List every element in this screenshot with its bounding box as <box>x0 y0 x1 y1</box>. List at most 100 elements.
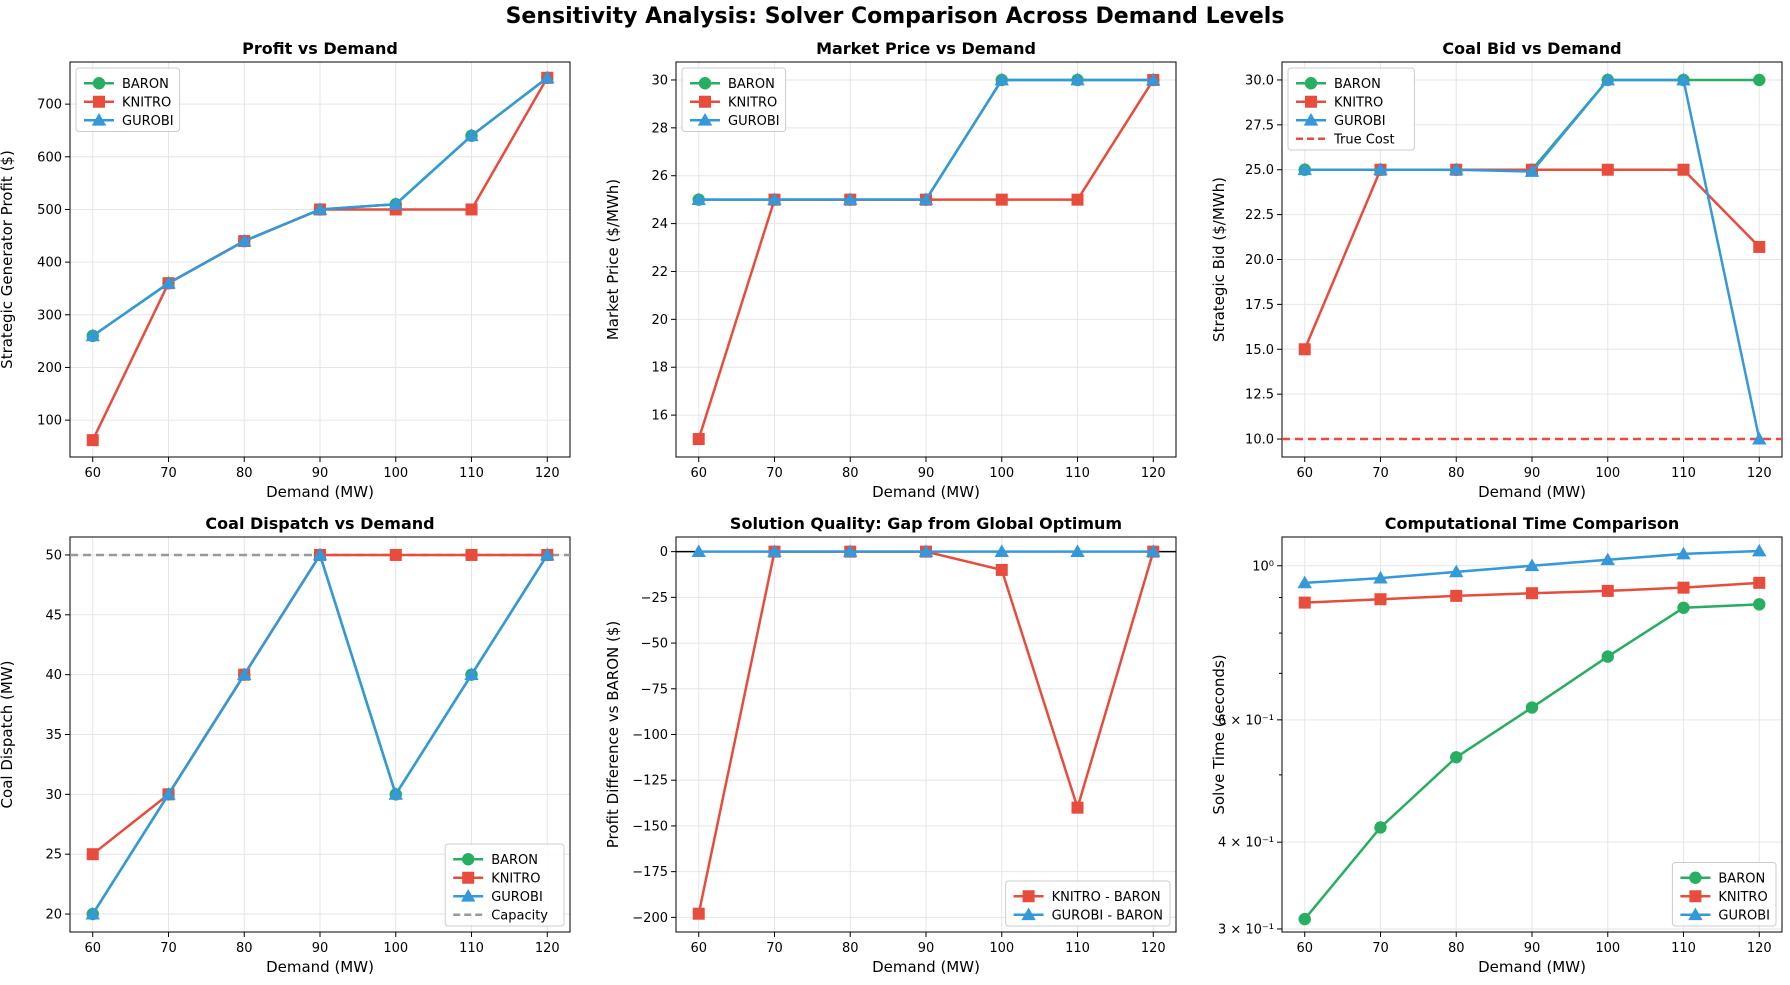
plot-area <box>85 70 555 447</box>
y-tick-label: 4 × 10⁻¹ <box>1218 836 1274 851</box>
y-tick-label: −75 <box>641 682 668 697</box>
y-tick-label: 28 <box>651 121 668 136</box>
y-tick-label: −175 <box>632 865 668 880</box>
y-tick-label: −100 <box>632 728 668 743</box>
legend-marker <box>1021 907 1036 921</box>
data-point-knitro <box>995 193 1008 206</box>
data-point-gurobi <box>540 547 555 561</box>
legend-label: Capacity <box>491 908 548 923</box>
x-axis-label: Demand (MW) <box>266 958 374 976</box>
data-point-gurobi <box>1524 164 1540 177</box>
plot-area <box>70 547 570 921</box>
data-point-gurobi-baron <box>767 544 782 558</box>
data-point-knitro-baron <box>1071 801 1084 814</box>
x-tick-label: 60 <box>1296 941 1313 956</box>
x-axis-label: Demand (MW) <box>872 483 980 501</box>
legend: KNITRO - BARON GUROBI - BARON <box>1005 880 1171 927</box>
y-tick-label: 22 <box>651 265 668 280</box>
x-tick-label: 60 <box>84 466 101 481</box>
data-point-gurobi <box>767 192 782 206</box>
x-axis-label: Demand (MW) <box>872 958 980 976</box>
data-point-gurobi <box>161 276 176 289</box>
data-point-baron <box>1450 751 1463 764</box>
legend-marker <box>462 871 475 884</box>
chart-panel-6: 60 70 80 90 100 110 120 3 × 10⁻¹ 4 × 10⁻¹ 6 × 10⁻… <box>1210 514 1783 976</box>
y-tick-label: 40 <box>45 668 62 683</box>
y-tick-label: 300 <box>37 308 62 323</box>
data-point-baron <box>1753 598 1766 611</box>
legend: BARON KNITRO GUROBI <box>1671 862 1777 927</box>
x-tick-label: 80 <box>1448 941 1465 956</box>
y-tick-label: −125 <box>632 774 668 789</box>
data-point-knitro <box>1526 587 1538 600</box>
y-tick-label: 30.0 <box>1245 73 1274 88</box>
data-point-knitro <box>465 548 478 561</box>
legend-marker <box>462 853 475 866</box>
data-point-gurobi <box>312 547 328 561</box>
data-point-knitro <box>465 203 478 216</box>
plot-area <box>1282 72 1782 445</box>
data-point-knitro-baron <box>692 907 705 920</box>
data-point-gurobi <box>1600 72 1615 86</box>
data-point-gurobi <box>1752 543 1767 557</box>
data-point-gurobi <box>540 70 555 84</box>
y-tick-label: 10.0 <box>1245 433 1274 448</box>
y-tick-label: 25.0 <box>1245 163 1274 178</box>
legend: BARON KNITRO GUROBI Capacity <box>444 843 565 927</box>
legend-label: KNITRO <box>491 871 540 886</box>
y-tick-label: 25 <box>45 848 62 863</box>
data-point-knitro <box>1753 240 1766 253</box>
legend-marker <box>92 77 106 90</box>
legend-marker <box>699 95 711 108</box>
data-point-gurobi <box>1676 546 1691 560</box>
data-point-gurobi <box>312 202 328 215</box>
data-point-baron <box>1525 701 1539 714</box>
data-point-knitro <box>1753 576 1766 589</box>
y-tick-label: 24 <box>651 217 668 232</box>
data-point-gurobi <box>1752 431 1767 445</box>
x-tick-label: 120 <box>1747 466 1772 481</box>
y-axis-label: Profit Difference vs BARON ($) <box>604 621 622 848</box>
data-point-gurobi <box>918 192 934 206</box>
x-tick-label: 70 <box>160 941 177 956</box>
x-tick-label: 100 <box>1595 466 1620 481</box>
data-point-knitro <box>1450 589 1463 602</box>
legend-marker <box>1689 871 1702 884</box>
data-point-gurobi <box>1449 564 1464 578</box>
legend-label: True Cost <box>1333 132 1395 147</box>
x-tick-label: 120 <box>535 941 560 956</box>
y-tick-label: 30 <box>45 788 62 803</box>
y-tick-label: 20 <box>651 313 668 328</box>
legend-marker <box>1022 890 1035 903</box>
x-tick-label: 70 <box>766 941 783 956</box>
x-tick-label: 80 <box>236 466 253 481</box>
x-tick-label: 120 <box>535 466 560 481</box>
data-point-gurobi <box>691 192 706 206</box>
data-point-gurobi <box>1373 570 1388 584</box>
y-tick-label: −25 <box>641 591 668 606</box>
data-point-gurobi <box>464 667 479 681</box>
data-point-knitro <box>1071 193 1084 206</box>
x-tick-label: 90 <box>918 941 935 956</box>
x-axis-label: Demand (MW) <box>1478 483 1586 501</box>
y-tick-label: 200 <box>37 361 62 376</box>
data-point-gurobi-baron <box>918 544 934 558</box>
x-tick-label: 90 <box>1524 466 1541 481</box>
x-tick-label: 100 <box>383 941 408 956</box>
legend-marker <box>1688 907 1703 921</box>
data-point-baron <box>1298 912 1311 926</box>
legend: BARON KNITRO GUROBI <box>75 67 181 132</box>
y-tick-label: 16 <box>651 409 668 424</box>
y-tick-label: 45 <box>45 608 62 623</box>
data-point-gurobi-baron <box>843 544 858 558</box>
y-tick-label: 15.0 <box>1245 343 1274 358</box>
data-point-knitro <box>1601 163 1614 176</box>
y-tick-label: 3 × 10⁻¹ <box>1218 922 1274 937</box>
y-tick-label: 50 <box>45 548 62 563</box>
x-tick-label: 110 <box>1671 466 1696 481</box>
y-tick-label: −150 <box>632 819 668 834</box>
data-point-gurobi <box>161 787 176 800</box>
x-tick-label: 80 <box>842 466 859 481</box>
y-tick-label: 18 <box>651 361 668 376</box>
